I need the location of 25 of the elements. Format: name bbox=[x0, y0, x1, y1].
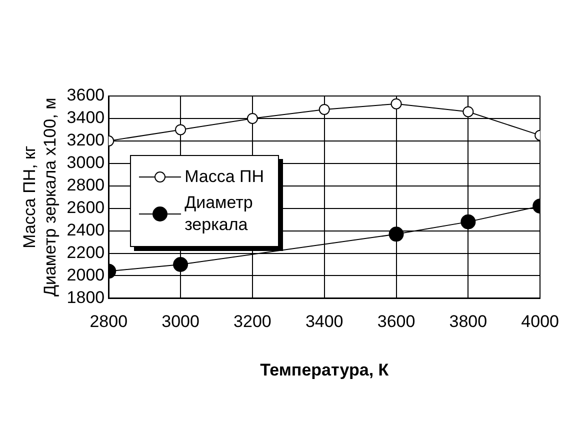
x-tick-label: 3600 bbox=[377, 312, 416, 332]
y-tick-label: 3400 bbox=[66, 108, 105, 128]
y-tick-label: 3200 bbox=[66, 130, 105, 150]
y-tick-label: 2600 bbox=[66, 198, 105, 218]
y-tick-label: 2400 bbox=[66, 220, 105, 240]
x-tick-label: 3000 bbox=[162, 312, 200, 332]
legend-label: Диаметр зеркала bbox=[184, 192, 253, 236]
y-tick-label: 3600 bbox=[66, 86, 105, 105]
point bbox=[388, 226, 404, 242]
x-tick-label: 3400 bbox=[305, 312, 344, 332]
point bbox=[390, 98, 402, 110]
y-tick-label: 3000 bbox=[66, 153, 105, 172]
x-axis-title: Температура, К bbox=[260, 360, 390, 380]
y-axis-title: Масса ПН, кг Диаметр зеркала x100, м bbox=[20, 98, 60, 297]
y-tick-label: 2000 bbox=[66, 265, 105, 284]
legend-label: Масса ПН bbox=[184, 166, 264, 188]
x-tick-label: 2800 bbox=[90, 312, 128, 332]
x-tick-label: 3800 bbox=[449, 312, 488, 332]
x-tick-label: 3200 bbox=[234, 312, 272, 332]
y-tick-label: 2800 bbox=[66, 176, 105, 195]
point bbox=[246, 112, 258, 124]
y-tick-label: 1800 bbox=[66, 288, 105, 307]
x-tick-label: 4000 bbox=[521, 312, 560, 332]
y-tick-label: 2200 bbox=[66, 242, 105, 262]
point bbox=[318, 104, 330, 115]
